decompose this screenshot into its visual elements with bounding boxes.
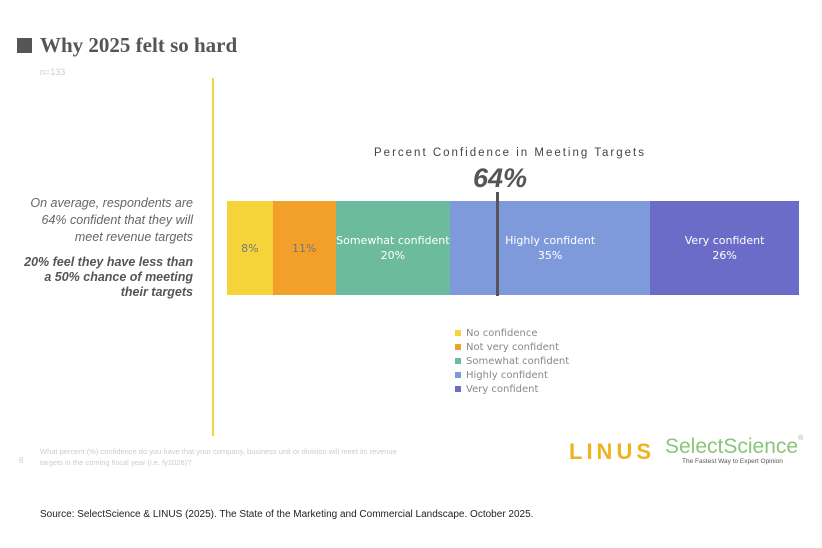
average-callout: On average, respondents are 64% confiden… — [30, 196, 193, 244]
segment-value-label: 26% — [712, 249, 737, 262]
page-title: Why 2025 felt so hard — [40, 33, 238, 57]
hard-callout: 20% feel they have less than a 50% chanc… — [24, 255, 193, 299]
page-number: 6 — [19, 456, 24, 465]
legend-item: Very confident — [455, 382, 569, 396]
sample-size: n=133 — [40, 67, 66, 77]
bar-segment: 11% — [272, 201, 336, 295]
source-citation: Source: SelectScience & LINUS (2025). Th… — [40, 509, 534, 520]
chart-annotation: 64% — [472, 163, 528, 193]
legend-swatch — [455, 330, 461, 336]
legend-swatch — [455, 386, 461, 392]
legend-label: Not very confident — [466, 341, 559, 353]
legend-swatch — [455, 358, 461, 364]
survey-question: What percent (%) confidence do you have … — [40, 447, 397, 467]
legend-item: Highly confident — [455, 368, 569, 382]
stacked-bar: 8% 11% Somewhat confident 20% Highly confide… — [227, 201, 799, 295]
bar-segment: 8% — [227, 201, 273, 295]
chart-title: Percent Confidence in Meeting Targets — [374, 147, 646, 159]
segment-value-label: 11% — [291, 241, 317, 255]
legend-item: Somewhat confident — [455, 354, 569, 368]
legend-label: Very confident — [466, 383, 539, 395]
divider-line — [212, 78, 214, 436]
title-bullet — [17, 38, 32, 53]
legend-item: Not very confident — [455, 340, 569, 354]
selectscience-logo: SelectScience® — [665, 435, 803, 459]
registered-mark: ® — [798, 435, 804, 442]
legend-swatch — [455, 372, 461, 378]
segment-value-label: 35% — [537, 249, 563, 262]
legend-item: No confidence — [455, 326, 569, 340]
legend-swatch — [455, 344, 461, 350]
average-marker — [496, 192, 499, 296]
linus-logo: LINUS — [569, 439, 655, 464]
segment-category-label: Highly confident — [505, 234, 596, 247]
selectscience-tagline: The Fastest Way to Expert Opinion — [682, 458, 783, 465]
legend-label: No confidence — [466, 327, 538, 339]
legend-label: Highly confident — [466, 369, 548, 381]
segment-value-label: 20% — [380, 249, 406, 262]
segment-category-label: Very confident — [684, 234, 765, 247]
segment-category-label: Somewhat confident — [336, 234, 450, 247]
legend-label: Somewhat confident — [466, 355, 570, 367]
bar-segment: Highly confident 35% — [450, 201, 651, 295]
bar-segment: Somewhat confident 20% — [335, 201, 451, 295]
legend: No confidence Not very confident Somewhat … — [455, 326, 569, 396]
segment-value-label: 8% — [241, 241, 259, 255]
bar-segment: Very confident 26% — [650, 201, 799, 295]
selectscience-logo-text: SelectScience — [665, 435, 799, 458]
